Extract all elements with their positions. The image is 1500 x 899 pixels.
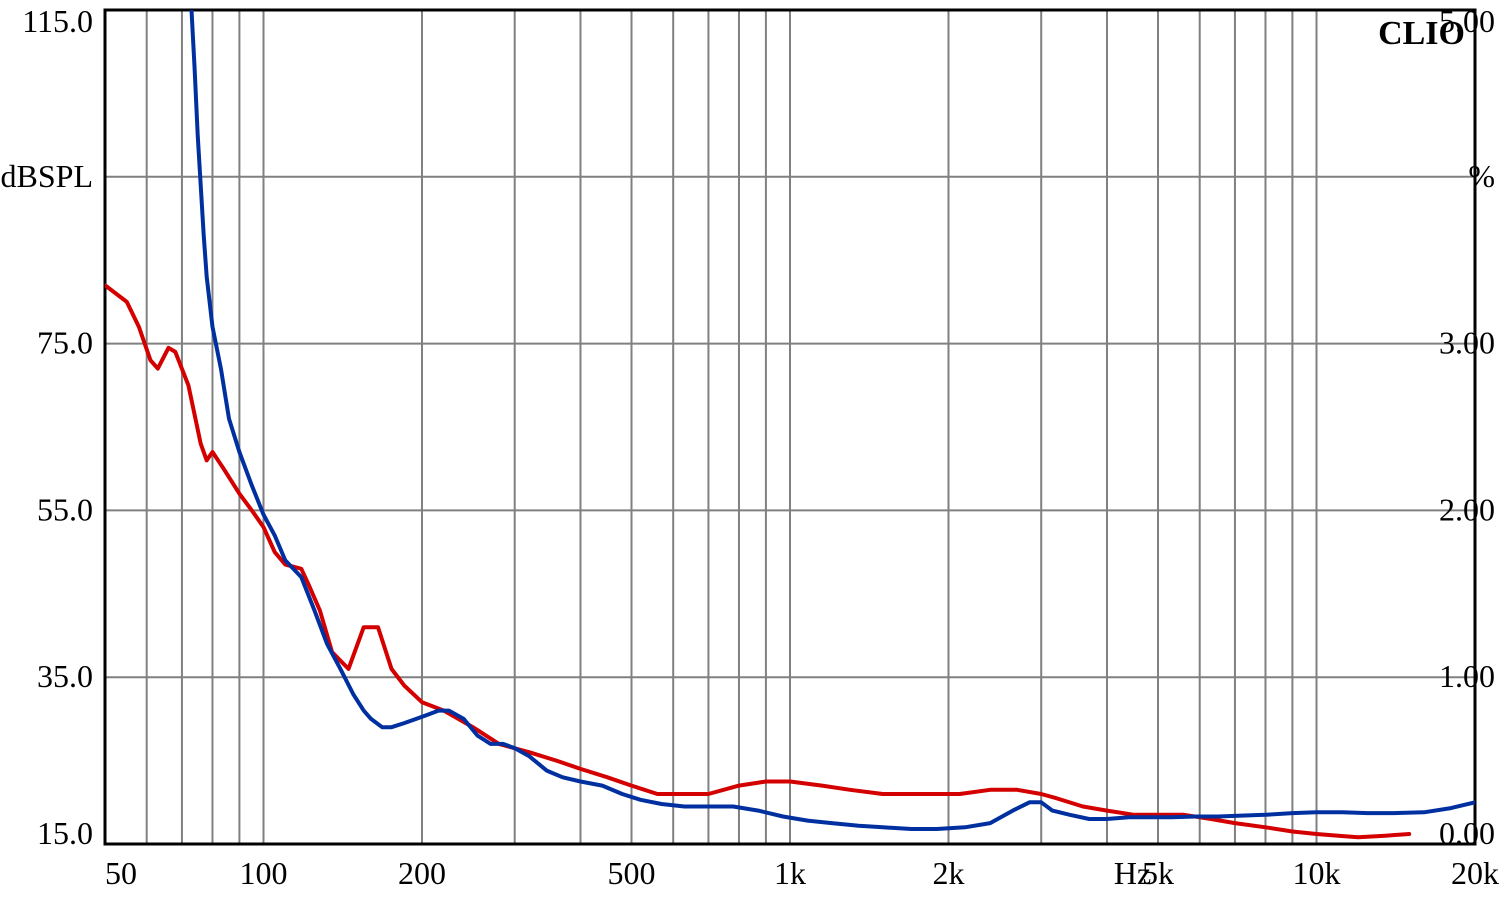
y-left-tick: 55.0 — [37, 491, 93, 527]
y-left-tick: 115.0 — [22, 3, 93, 39]
y-left-tick: dBSPL — [1, 158, 93, 194]
y-left-tick: 35.0 — [37, 658, 93, 694]
x-tick: 200 — [398, 855, 446, 891]
x-tick: 10k — [1293, 855, 1341, 891]
x-tick: 500 — [608, 855, 656, 891]
y-right-tick: 3.00 — [1439, 325, 1495, 361]
x-tick: 50 — [105, 855, 137, 891]
y-left-tick: 75.0 — [37, 325, 93, 361]
y-right-tick: 1.00 — [1439, 658, 1495, 694]
y-right-tick: 0.00 — [1439, 815, 1495, 851]
y-left-tick: 15.0 — [37, 815, 93, 851]
x-tick: 20k — [1451, 855, 1499, 891]
x-unit-label: Hz — [1114, 855, 1151, 891]
x-tick: 1k — [774, 855, 806, 891]
clio-logo: CLIO — [1378, 15, 1465, 52]
x-tick: 100 — [239, 855, 287, 891]
y-right-tick: 2.00 — [1439, 491, 1495, 527]
y-right-tick: % — [1468, 158, 1495, 194]
x-tick: 2k — [932, 855, 964, 891]
